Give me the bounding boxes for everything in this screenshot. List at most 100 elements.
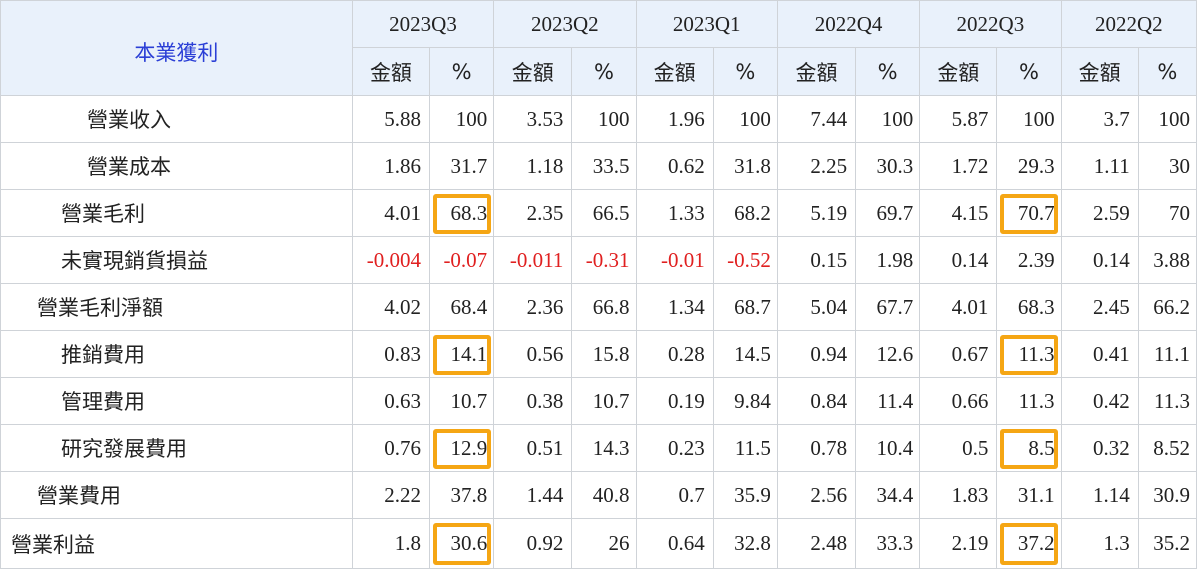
- amount-cell: 0.63: [351, 377, 431, 425]
- percent-cell: 35.9: [712, 471, 778, 519]
- percent-cell: 31.8: [712, 142, 778, 190]
- amount-cell: 0.78: [776, 424, 857, 472]
- percent-cell: 100: [712, 95, 778, 143]
- amount-cell: 7.44: [776, 95, 857, 143]
- amount-cell: 1.86: [351, 142, 431, 190]
- table-row: 營業費用 2.22 37.8 1.44 40.8 0.7 35.9 2.56 34.4 1.83 3…: [0, 471, 1197, 519]
- amount-header: 金額: [351, 47, 431, 96]
- amount-cell: 2.35: [493, 189, 573, 237]
- amount-cell: 3.53: [493, 95, 573, 143]
- amount-cell: 2.59: [1060, 189, 1139, 237]
- amount-cell: 2.19: [919, 518, 998, 569]
- percent-cell: 32.8: [712, 518, 778, 569]
- amount-cell: 0.62: [635, 142, 714, 190]
- table-row: 研究發展費用 0.76 12.9 0.51 14.3 0.23 11.5 0.78 10.4 0.…: [0, 424, 1197, 472]
- amount-header: 金額: [776, 47, 857, 96]
- amount-cell: 1.18: [493, 142, 573, 190]
- amount-cell: 0.5: [919, 424, 998, 472]
- percent-cell: 40.8: [571, 471, 637, 519]
- percent-cell: 30.3: [855, 142, 921, 190]
- percent-cell: 26: [571, 518, 637, 569]
- percent-cell: 14.5: [712, 330, 778, 378]
- highlight-box: [999, 428, 1059, 469]
- row-label: 營業費用: [0, 471, 353, 519]
- percent-cell: -0.52: [712, 236, 778, 284]
- amount-cell: 1.72: [919, 142, 998, 190]
- amount-cell: 0.56: [493, 330, 573, 378]
- percent-cell: 68.3: [996, 283, 1062, 331]
- table-body: 營業收入 5.88 100 3.53 100 1.96 100 7.44 100 5.87 100 3…: [0, 95, 1197, 569]
- amount-cell: 0.15: [776, 236, 857, 284]
- amount-cell: 0.32: [1060, 424, 1139, 472]
- percent-cell: 30.9: [1137, 471, 1197, 519]
- amount-cell: 1.14: [1060, 471, 1139, 519]
- amount-cell: 2.56: [776, 471, 857, 519]
- amount-cell: 0.67: [919, 330, 998, 378]
- amount-cell: 4.01: [919, 283, 998, 331]
- amount-cell: -0.011: [493, 236, 573, 284]
- amount-cell: 0.14: [919, 236, 998, 284]
- percent-cell: 30.6: [429, 518, 495, 569]
- amount-cell: 0.76: [351, 424, 431, 472]
- percent-cell: 31.1: [996, 471, 1062, 519]
- amount-cell: 0.41: [1060, 330, 1139, 378]
- amount-cell: 0.66: [919, 377, 998, 425]
- percent-cell: -0.07: [429, 236, 495, 284]
- percent-header: %: [996, 47, 1062, 96]
- percent-cell: 11.1: [1137, 330, 1197, 378]
- table-row: 營業收入 5.88 100 3.53 100 1.96 100 7.44 100 5.87 100 3…: [0, 95, 1197, 143]
- amount-cell: -0.01: [635, 236, 714, 284]
- percent-cell: 11.3: [1137, 377, 1197, 425]
- percent-cell: 30: [1137, 142, 1197, 190]
- row-label: 營業收入: [0, 95, 353, 143]
- table-row: 未實現銷貨損益 -0.004 -0.07 -0.011 -0.31 -0.01 -0.52 0…: [0, 236, 1197, 284]
- amount-cell: 0.42: [1060, 377, 1139, 425]
- percent-cell: 10.7: [571, 377, 637, 425]
- table-row: 營業成本 1.86 31.7 1.18 33.5 0.62 31.8 2.25 30.3 1.72…: [0, 142, 1197, 190]
- row-label: 未實現銷貨損益: [0, 236, 353, 284]
- percent-cell: 68.2: [712, 189, 778, 237]
- percent-cell: 35.2: [1137, 518, 1197, 569]
- highlight-box: [432, 193, 491, 234]
- quarter-header: 2022Q2: [1060, 0, 1197, 48]
- amount-header: 金額: [1060, 47, 1139, 96]
- row-label: 營業毛利淨額: [0, 283, 353, 331]
- table-corner-label: 本業獲利: [0, 0, 353, 96]
- percent-cell: 2.39: [996, 236, 1062, 284]
- percent-cell: 66.8: [571, 283, 637, 331]
- amount-cell: 1.83: [919, 471, 998, 519]
- amount-cell: 5.88: [351, 95, 431, 143]
- amount-cell: 0.14: [1060, 236, 1139, 284]
- percent-header: %: [1137, 47, 1197, 96]
- amount-cell: 1.8: [351, 518, 431, 569]
- percent-cell: 69.7: [855, 189, 921, 237]
- amount-cell: 2.36: [493, 283, 573, 331]
- percent-cell: 66.2: [1137, 283, 1197, 331]
- amount-cell: 0.94: [776, 330, 857, 378]
- amount-cell: 1.96: [635, 95, 714, 143]
- amount-cell: 5.87: [919, 95, 998, 143]
- percent-cell: 15.8: [571, 330, 637, 378]
- amount-cell: 2.48: [776, 518, 857, 569]
- amount-cell: 0.51: [493, 424, 573, 472]
- table-row: 推銷費用 0.83 14.1 0.56 15.8 0.28 14.5 0.94 12.6 0.67…: [0, 330, 1197, 378]
- percent-cell: 100: [1137, 95, 1197, 143]
- percent-cell: 66.5: [571, 189, 637, 237]
- percent-cell: 1.98: [855, 236, 921, 284]
- percent-header: %: [429, 47, 495, 96]
- amount-cell: 5.19: [776, 189, 857, 237]
- percent-header: %: [571, 47, 637, 96]
- amount-cell: 0.7: [635, 471, 714, 519]
- highlight-box: [999, 334, 1059, 375]
- percent-cell: 34.4: [855, 471, 921, 519]
- row-label: 管理費用: [0, 377, 353, 425]
- amount-cell: 0.28: [635, 330, 714, 378]
- percent-cell: 68.4: [429, 283, 495, 331]
- amount-cell: 0.38: [493, 377, 573, 425]
- percent-cell: 14.3: [571, 424, 637, 472]
- highlight-box: [432, 334, 491, 375]
- amount-cell: 4.01: [351, 189, 431, 237]
- percent-header: %: [855, 47, 921, 96]
- amount-cell: 5.04: [776, 283, 857, 331]
